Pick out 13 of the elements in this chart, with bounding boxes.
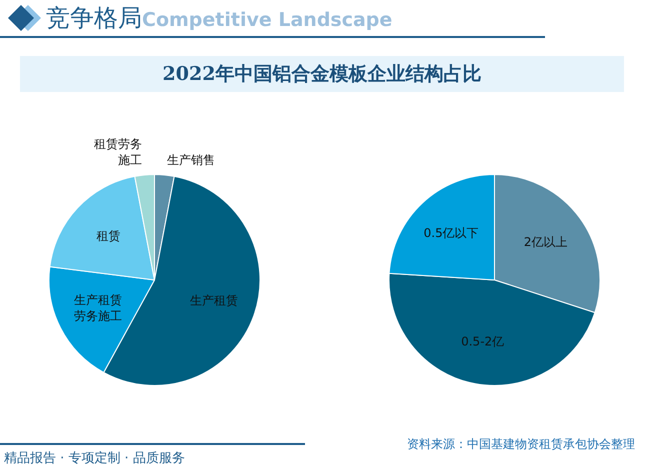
- slice-label: 2亿以上: [524, 234, 568, 249]
- slice-label: 生产销售: [166, 153, 215, 168]
- text: 竞争格局: [46, 3, 142, 34]
- text: Competitive Landscape: [142, 8, 392, 32]
- slice-label: 租赁劳务施工: [94, 137, 142, 168]
- slice-label: 生产租赁劳务施工: [74, 292, 122, 323]
- slice-label: 0.5-2亿: [461, 334, 504, 348]
- text: 资料来源：中国基建物资租赁承包协会整理: [407, 436, 635, 452]
- text: 2022年中国铝合金模板企业结构占比: [20, 56, 624, 92]
- slice-label: 生产租赁: [190, 294, 238, 308]
- slice-label: 0.5亿以下: [424, 226, 479, 240]
- slice-label: 租赁: [96, 228, 120, 243]
- text: 精品报告 · 专项定制 · 品质服务: [4, 450, 185, 468]
